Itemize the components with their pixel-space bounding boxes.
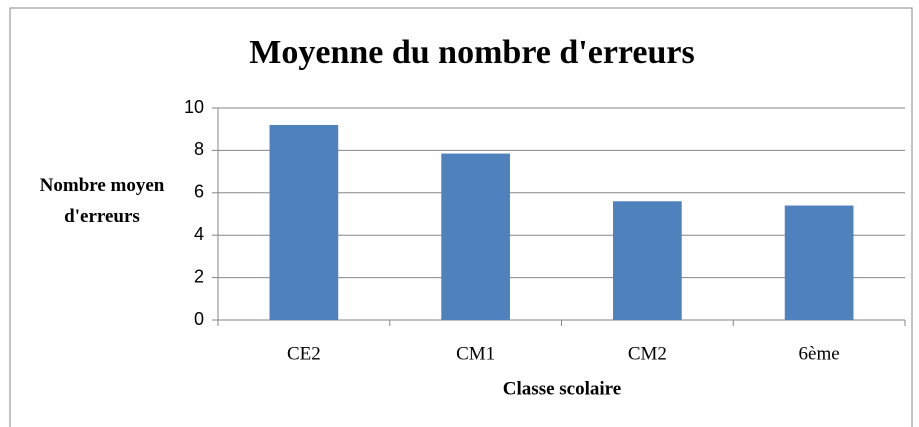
x-axis-label: Classe scolaire xyxy=(503,378,621,399)
bar xyxy=(441,153,510,320)
y-tick-label: 0 xyxy=(194,309,204,329)
x-tick-label: CM2 xyxy=(628,343,667,364)
x-tick-label: CE2 xyxy=(287,343,321,364)
bar xyxy=(269,124,339,321)
bar xyxy=(784,205,854,320)
chart-frame xyxy=(9,7,913,427)
y-tick-label: 4 xyxy=(194,224,204,244)
x-tick-label: CM1 xyxy=(456,343,495,364)
x-tick-label: 6ème xyxy=(799,343,840,364)
y-axis-label: Nombre moyen d'erreurs xyxy=(39,175,165,227)
y-tick-label: 2 xyxy=(194,266,204,286)
y-tick-label: 8 xyxy=(194,139,204,159)
chart-title: Moyenne du nombre d'erreurs xyxy=(249,34,694,71)
y-tick-label: 10 xyxy=(184,97,204,117)
y-tick-label: 6 xyxy=(194,182,204,202)
bar xyxy=(613,201,682,320)
